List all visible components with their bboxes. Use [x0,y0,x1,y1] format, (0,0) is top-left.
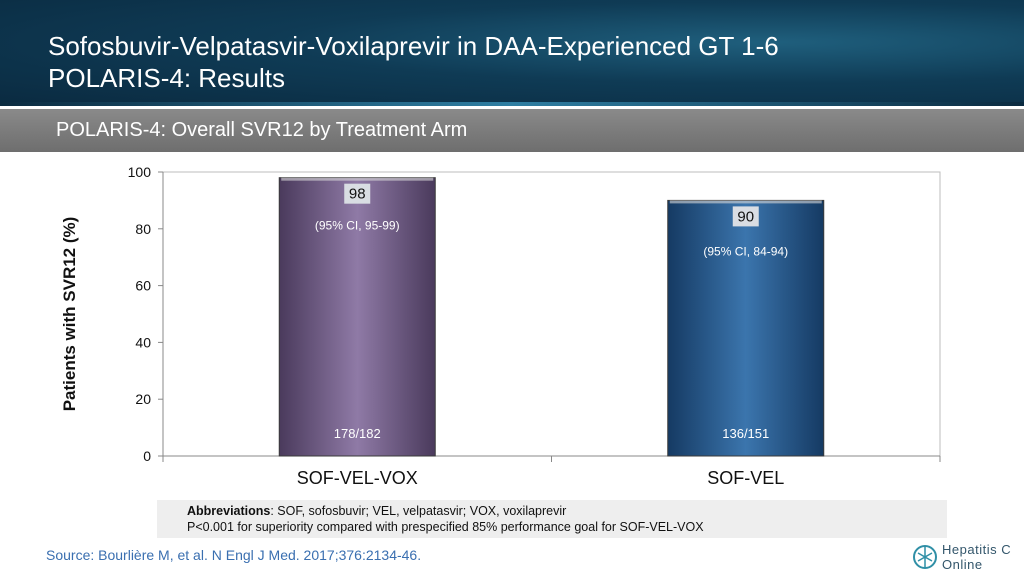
footnote-box: Abbreviations: SOF, sofosbuvir; VEL, vel… [157,500,947,538]
y-tick-label: 60 [135,278,151,294]
bars-group: 98 (95% CI, 95-99) 178/182 SOF-VEL-VOX 90 (95… [278,177,825,488]
pvalue-note: P<0.001 for superiority compared with pr… [187,520,704,534]
y-tick-label: 80 [135,221,151,237]
bar [278,177,436,457]
value-label-box [732,206,759,227]
subtitle-bar: POLARIS-4: Overall SVR12 by Treatment Ar… [0,109,1024,152]
slide-title-line2: POLARIS-4: Results [48,63,285,93]
bar-top-highlight [281,177,434,181]
bar [667,199,825,457]
ci-label: (95% CI, 84-94) [703,244,788,258]
value-label: 98 [349,186,366,203]
bar-group: 90 (95% CI, 84-94) 136/151 SOF-VEL [667,199,825,488]
logo-line2: Online [942,557,983,572]
y-axis-label: Patients with SVR12 (%) [60,217,79,412]
value-label-box [344,183,371,204]
logo-text: Hepatitis C Online [942,542,1011,572]
y-axis: 0 20 40 60 80 100 [128,164,164,464]
hepatitis-c-online-logo: Hepatitis C Online [912,540,1022,574]
slide-title-line1: Sofosbuvir-Velpatasvir-Voxilaprevir in D… [48,31,779,61]
value-label: 90 [737,208,754,225]
abbreviations-label: Abbreviations [187,504,271,518]
source-citation: Source: Bourlière M, et al. N Engl J Med… [46,547,422,563]
y-tick-label: 20 [135,391,151,407]
logo-line1: Hepatitis C [942,542,1012,557]
y-tick-label: 0 [143,448,151,464]
y-tick-label: 100 [128,164,152,180]
hepatitis-c-online-logo-icon [913,545,937,569]
header-banner: Sofosbuvir-Velpatasvir-Voxilaprevir in D… [0,0,1024,106]
count-label: 136/151 [722,426,769,441]
x-category-label: SOF-VEL [707,468,784,488]
x-axis [162,455,941,462]
chart-subtitle: POLARIS-4: Overall SVR12 by Treatment Ar… [56,119,468,141]
count-label: 178/182 [334,426,381,441]
svr12-bar-chart: 0 20 40 60 80 100 98 (95% CI, 95-99) 178/182 SOF… [60,164,941,488]
slide-title: Sofosbuvir-Velpatasvir-Voxilaprevir in D… [48,30,779,94]
x-category-label: SOF-VEL-VOX [297,468,418,488]
y-tick-label: 40 [135,334,151,350]
bar-top-highlight [669,200,822,204]
bar-group: 98 (95% CI, 95-99) 178/182 SOF-VEL-VOX [278,177,436,488]
ci-label: (95% CI, 95-99) [315,219,400,233]
abbreviations-text: : SOF, sofosbuvir; VEL, velpatasvir; VOX… [270,504,567,518]
abbreviations-line: Abbreviations: SOF, sofosbuvir; VEL, vel… [187,503,947,519]
